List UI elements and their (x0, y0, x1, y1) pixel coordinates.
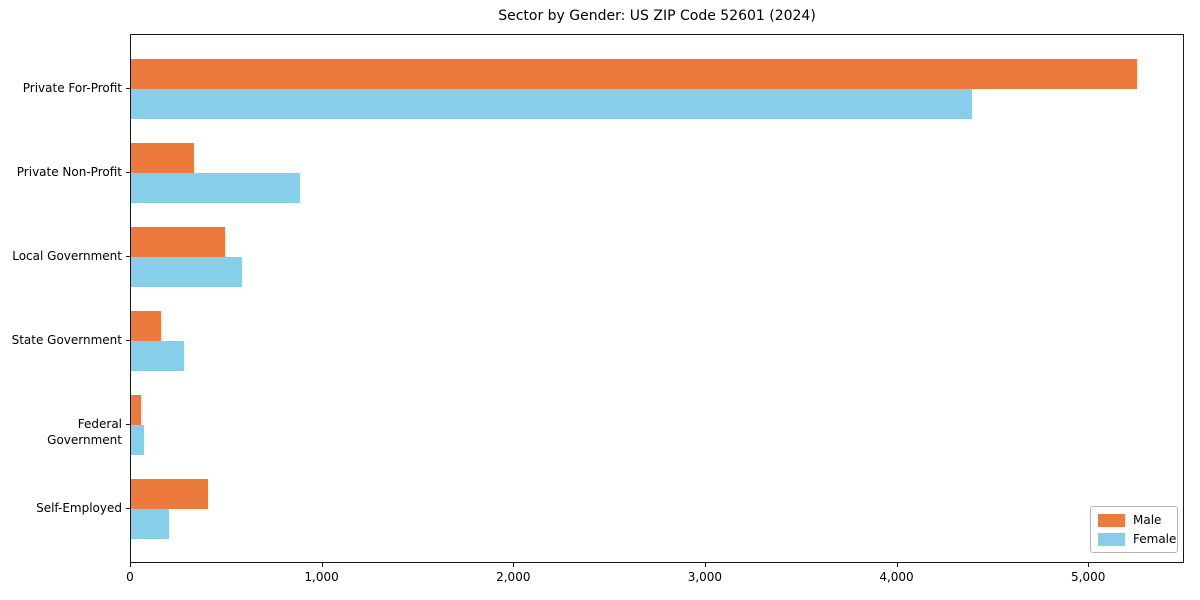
xtick-label-1000: 1,000 (304, 570, 339, 584)
xtick-label-0: 0 (126, 570, 134, 584)
ytick-label-private-for-profit: Private For-Profit (22, 81, 122, 96)
bar-female-state-government (131, 341, 184, 372)
bar-male-federal-government (131, 395, 141, 426)
legend-label-male: Male (1133, 513, 1162, 527)
bar-male-state-government (131, 311, 161, 342)
bar-male-self-employed (131, 479, 208, 510)
bar-female-private-for-profit (131, 89, 973, 120)
bar-male-local-government (131, 227, 225, 258)
bar-female-self-employed (131, 509, 170, 540)
bar-female-private-non-profit (131, 173, 300, 204)
ytick-mark (126, 508, 130, 510)
bar-male-private-non-profit (131, 143, 195, 174)
ytick-mark (126, 256, 130, 258)
legend: Male Female (1090, 506, 1178, 553)
ytick-label-self-employed: Self-Employed (36, 501, 122, 516)
xtick-mark (321, 563, 323, 567)
legend-label-female: Female (1133, 532, 1177, 546)
ytick-label-federal-government: Federal Government (47, 417, 122, 448)
xtick-label-4000: 4,000 (879, 570, 914, 584)
male-swatch (1098, 513, 1125, 527)
xtick-label-3000: 3,000 (687, 570, 723, 584)
bar-female-federal-government (131, 425, 144, 456)
ytick-label-local-government: Local Government (12, 249, 122, 264)
xtick-mark (896, 563, 898, 567)
ytick-mark (126, 340, 130, 342)
chart-title: Sector by Gender: US ZIP Code 52601 (202… (498, 8, 816, 24)
ytick-mark (126, 172, 130, 174)
xtick-label-2000: 2,000 (496, 570, 531, 584)
ytick-mark (126, 424, 130, 426)
ytick-label-state-government: State Government (11, 333, 122, 348)
xtick-mark (704, 563, 706, 567)
ytick-mark (126, 88, 130, 90)
legend-row-female: Female (1098, 532, 1176, 546)
xtick-mark (130, 563, 131, 567)
bar-female-local-government (131, 257, 243, 288)
xtick-mark (1088, 563, 1090, 567)
legend-row-male: Male (1098, 513, 1169, 527)
ytick-label-private-non-profit: Private Non-Profit (16, 165, 122, 180)
bar-male-private-for-profit (131, 59, 1138, 90)
plot-area (130, 34, 1184, 563)
xtick-mark (513, 563, 515, 567)
female-swatch (1098, 532, 1125, 546)
xtick-label-5000: 5,000 (1071, 570, 1106, 584)
